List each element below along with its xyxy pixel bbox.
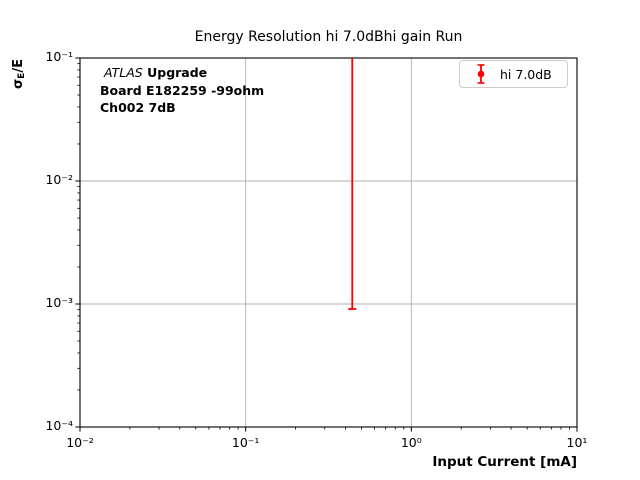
annotation-line-2: Board E182259 -99ohm	[100, 82, 265, 98]
y-axis-label-subscript: E	[17, 72, 27, 79]
chart-title: Energy Resolution hi 7.0dBhi gain Run	[194, 29, 463, 45]
x-axis-label: Input Current [mA]	[432, 454, 577, 470]
y-tick-label: 10⁻⁴	[45, 418, 73, 433]
y-tick-label: 10⁻³	[45, 295, 73, 310]
annotation-upgrade: Upgrade	[147, 65, 208, 80]
annotation-atlas: ATLAS	[104, 65, 143, 80]
annotation-line-3: Ch002 7dB	[100, 100, 176, 115]
x-tick-label: 10¹	[566, 435, 588, 450]
plot-border	[79, 57, 578, 428]
y-tick-label: 10⁻¹	[45, 49, 73, 64]
x-tick-label: 10⁰	[400, 435, 422, 450]
annotation-line-1: ATLAS Upgrade	[104, 64, 264, 82]
x-tick-label: 10⁻¹	[231, 435, 260, 450]
y-axis-label-rest: /E	[11, 59, 26, 73]
legend-entry-label: hi 7.0dB	[500, 66, 552, 82]
y-axis-label: σE/E	[11, 59, 27, 89]
y-tick-label: 10⁻²	[45, 172, 73, 187]
annotation-block: ATLAS Upgrade Board E182259 -99ohm Ch002…	[100, 64, 264, 117]
errorbar-marker-icon	[477, 64, 485, 84]
legend: hi 7.0dB	[459, 60, 568, 88]
y-axis-label-sigma: σ	[11, 78, 26, 89]
x-tick-label: 10⁻²	[66, 435, 94, 450]
